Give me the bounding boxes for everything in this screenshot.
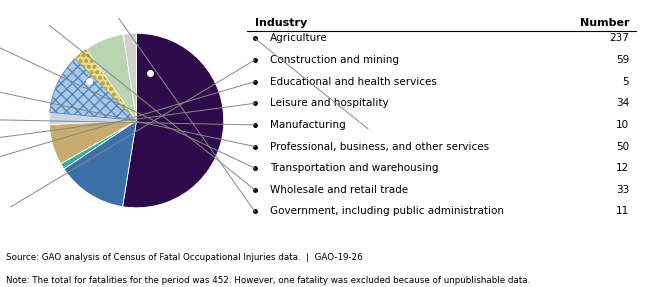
Text: Manufacturing: Manufacturing (270, 120, 346, 130)
Text: Construction and mining: Construction and mining (270, 55, 399, 65)
Text: Leisure and hospitality: Leisure and hospitality (270, 98, 389, 108)
Text: 10: 10 (616, 120, 629, 130)
Text: Government, including public administration: Government, including public administrat… (270, 206, 504, 216)
Text: 33: 33 (616, 185, 629, 195)
Text: Number: Number (580, 18, 629, 28)
Text: Source: GAO analysis of Census of Fatal Occupational Injuries data.  |  GAO-19-2: Source: GAO analysis of Census of Fatal … (6, 253, 363, 261)
Wedge shape (60, 121, 136, 169)
Text: 237: 237 (609, 33, 629, 43)
Text: 11: 11 (616, 206, 629, 216)
Text: Professional, business, and other services: Professional, business, and other servic… (270, 141, 489, 152)
Wedge shape (123, 33, 224, 208)
Wedge shape (49, 112, 136, 125)
Text: 59: 59 (616, 55, 629, 65)
Text: Industry: Industry (255, 18, 307, 28)
Text: 50: 50 (616, 141, 629, 152)
Wedge shape (49, 59, 136, 121)
Wedge shape (64, 121, 136, 207)
Text: 34: 34 (616, 98, 629, 108)
Wedge shape (75, 49, 136, 121)
Text: 12: 12 (616, 163, 629, 173)
Text: Note: The total for fatalities for the period was 452. However, one fatality was: Note: The total for fatalities for the p… (6, 276, 531, 284)
Text: Educational and health services: Educational and health services (270, 77, 437, 87)
Text: 5: 5 (623, 77, 629, 87)
Text: Transportation and warehousing: Transportation and warehousing (270, 163, 439, 173)
Text: Wholesale and retail trade: Wholesale and retail trade (270, 185, 408, 195)
Wedge shape (49, 121, 136, 164)
Wedge shape (124, 33, 136, 121)
Wedge shape (86, 34, 136, 121)
Text: Agriculture: Agriculture (270, 33, 328, 43)
